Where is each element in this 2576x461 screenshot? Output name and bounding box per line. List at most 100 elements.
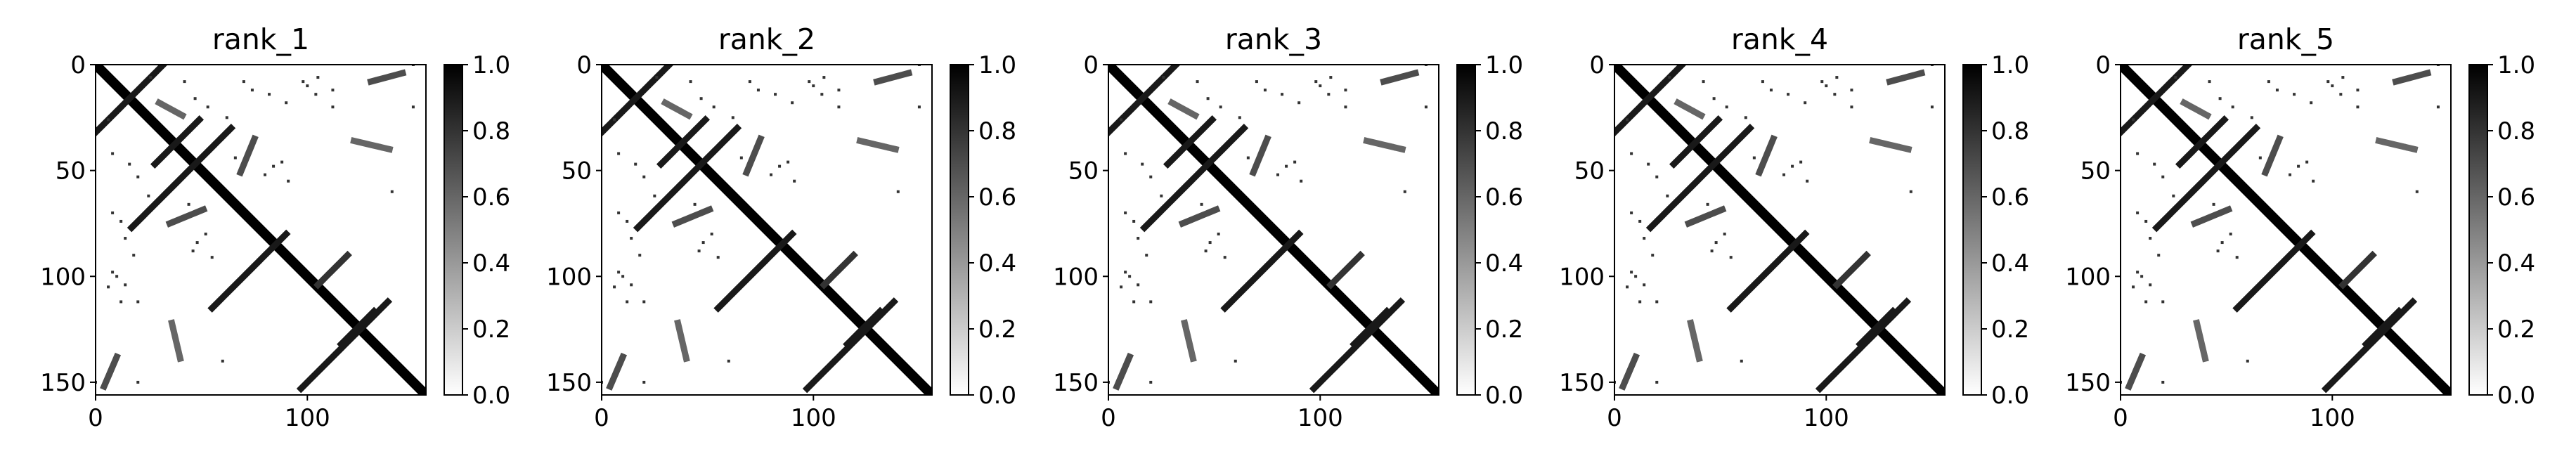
colorbar-tick-label: 0.2	[2497, 316, 2535, 344]
heatmap-cell	[1132, 300, 1136, 304]
heatmap-cell	[1909, 190, 1912, 193]
colorbar-tick-label: 0.8	[1485, 117, 1523, 145]
heatmap-contact-band	[1139, 124, 1249, 233]
heatmap-cell	[1740, 359, 1743, 363]
heatmap-cell	[2231, 105, 2234, 109]
heatmap-main-diagonal	[602, 65, 932, 395]
heatmap-contact-band	[1363, 137, 1407, 153]
heatmap-cell	[1634, 275, 1638, 278]
heatmap-cell	[1647, 162, 1650, 166]
heatmap-contact-band	[1869, 137, 1913, 153]
heatmap-cell	[2415, 190, 2419, 193]
heatmap-cells	[1108, 65, 1439, 395]
heatmap-cell	[1799, 160, 1803, 164]
y-tick-label: 100	[2065, 263, 2111, 291]
colorbar-tick-label: 0.2	[978, 316, 1016, 344]
colorbar-tick-label: 1.0	[1991, 51, 2029, 79]
colorbar-tick-label: 0.6	[978, 183, 1016, 212]
heatmap-cell	[2149, 237, 2152, 240]
colorbar-tick-label: 1.0	[978, 51, 1016, 79]
heatmap-cell	[128, 162, 131, 166]
heatmap-contact-band	[127, 124, 236, 233]
heatmap-cell	[1276, 173, 1280, 176]
heatmap-cell	[642, 300, 646, 304]
heatmap-cell	[808, 80, 811, 84]
colorbar-tick-label: 0.8	[978, 117, 1016, 145]
y-tick-label: 50	[2080, 157, 2111, 186]
heatmap-cell	[693, 202, 697, 206]
heatmap-cell	[1655, 380, 1659, 384]
panel-title: rank_5	[2237, 22, 2334, 56]
heatmap-contact-band	[1619, 352, 1640, 391]
heatmap-cell	[1329, 76, 1333, 79]
heatmap-cell	[306, 84, 309, 88]
panel-title: rank_3	[1225, 22, 1322, 56]
heatmap-cell	[2161, 300, 2165, 304]
heatmap-cell	[124, 283, 127, 287]
heatmap-contact-band	[602, 65, 674, 137]
colorbar-tick-label: 0.2	[1485, 316, 1523, 344]
heatmap-cell	[1255, 80, 1258, 84]
heatmap-cells	[602, 65, 932, 395]
heatmap-cell	[193, 97, 197, 100]
heatmap-cell	[195, 241, 199, 245]
heatmap-cell	[2174, 76, 2177, 79]
heatmap-cell	[638, 254, 642, 257]
heatmap-cell	[1217, 233, 1220, 236]
heatmap-contact-band	[1167, 98, 1200, 120]
y-tick-label: 150	[1053, 369, 1099, 397]
heatmap-cell	[210, 256, 214, 259]
x-tick-label: 0	[1101, 404, 1116, 432]
heatmap-cell	[1297, 101, 1301, 105]
heatmap-contact-band	[1163, 115, 1217, 169]
heatmap-cell	[1769, 89, 1773, 92]
heatmap-cell	[2312, 179, 2315, 183]
heatmap-cells	[96, 65, 426, 395]
heatmap-cell	[712, 105, 716, 109]
heatmap-cell	[191, 249, 195, 253]
heatmap-contact-band	[1687, 319, 1703, 363]
heatmap-contact-band	[2338, 250, 2377, 290]
heatmap-cell	[1702, 80, 1705, 84]
heatmap-main-diagonal	[1108, 65, 1439, 395]
heatmap-cell	[115, 275, 119, 278]
heatmap-cell	[268, 93, 271, 96]
colorbar-tick-label: 0.6	[472, 183, 510, 212]
heatmap-cell	[1712, 97, 1716, 100]
heatmap-cell	[147, 194, 150, 197]
heatmap-frame	[95, 64, 427, 396]
heatmap-cell	[2436, 105, 2440, 109]
heatmap-contact-band	[741, 134, 765, 179]
heatmap-contact-band	[713, 229, 797, 313]
heatmap-cell	[2136, 211, 2140, 214]
heatmap-cell	[2136, 152, 2140, 155]
heatmap-cell	[699, 97, 703, 100]
heatmap-cell	[1820, 80, 1824, 84]
heatmap-contact-band	[1614, 65, 1687, 137]
heatmap-cell	[1638, 300, 1642, 304]
heatmap-cell	[630, 237, 633, 240]
colorbar-tick-label: 0.8	[2497, 117, 2535, 145]
panel-title: rank_2	[718, 22, 815, 56]
y-tick-label: 150	[40, 369, 86, 397]
heatmap-frame	[601, 64, 933, 396]
heatmap-main-diagonal	[96, 65, 426, 395]
colorbar-tick-label: 0.0	[1991, 382, 2029, 410]
colorbar-tick-label: 0.2	[1991, 316, 2029, 344]
heatmap-cell	[756, 89, 760, 92]
heatmap-frame	[2120, 64, 2452, 396]
heatmap-cell	[287, 179, 290, 183]
y-tick-label: 100	[40, 263, 86, 291]
heatmap-cell	[1744, 116, 1747, 119]
heatmap-cell	[1234, 359, 1237, 363]
heatmap-cell	[1668, 76, 1671, 79]
heatmap-cell	[2153, 162, 2156, 166]
heatmap-cell	[1825, 84, 1828, 88]
y-tick-label: 100	[1559, 263, 1605, 291]
heatmap-cell	[642, 175, 646, 178]
heatmap-contact-band	[873, 69, 913, 86]
heatmap-cell	[1263, 89, 1267, 92]
y-tick-label: 0	[1083, 51, 1099, 79]
heatmap-cell	[837, 89, 841, 92]
heatmap-cell	[233, 156, 237, 160]
